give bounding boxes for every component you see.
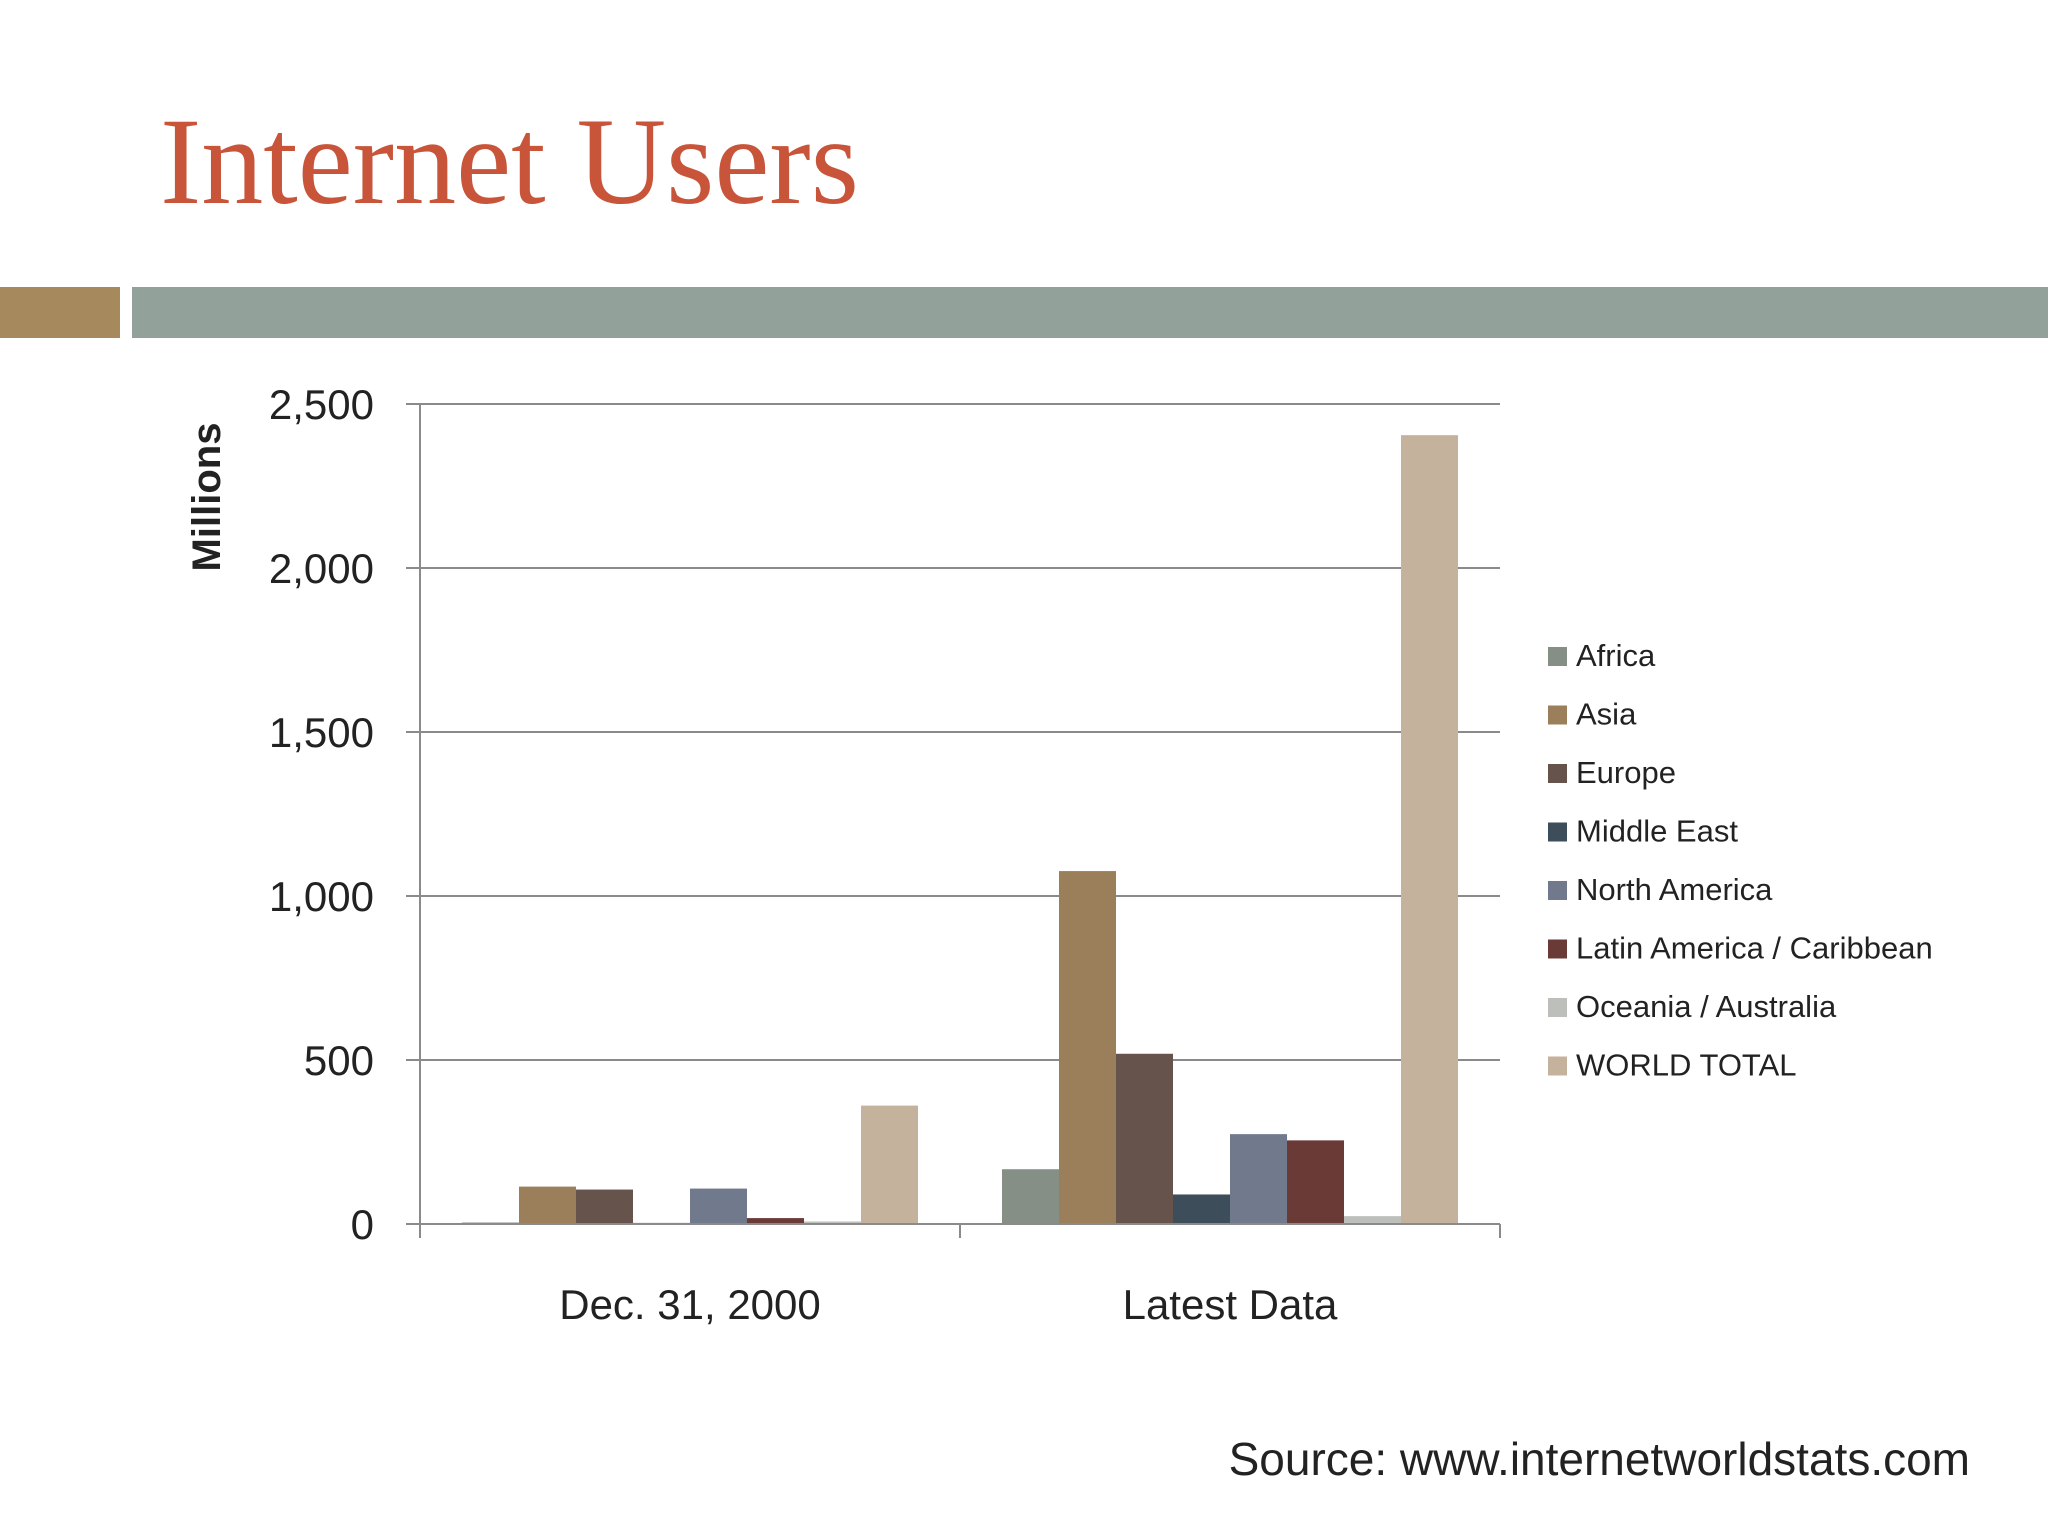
bar-latin-america-caribbean <box>747 1218 804 1224</box>
bar-africa <box>1002 1169 1059 1224</box>
bar-latin-america-caribbean <box>1287 1140 1344 1224</box>
bar-oceania-australia <box>804 1221 861 1224</box>
bar-oceania-australia <box>1344 1216 1401 1224</box>
accent-band-left <box>0 287 120 338</box>
slide-title: Internet Users <box>160 93 859 230</box>
bars <box>462 435 1458 1224</box>
legend-label: Oceania / Australia <box>1576 989 1837 1024</box>
bar-middle-east <box>1173 1194 1230 1224</box>
legend-label: Africa <box>1576 638 1656 673</box>
legend-swatch <box>1548 998 1567 1017</box>
legend-label: WORLD TOTAL <box>1576 1048 1796 1083</box>
source-note: Source: www.internetworldstats.com <box>1228 1433 1970 1485</box>
bar-asia <box>519 1186 576 1224</box>
y-tick-label: 2,500 <box>269 381 374 428</box>
y-tick-label: 2,000 <box>269 545 374 592</box>
legend-swatch <box>1548 822 1567 842</box>
legend-swatch <box>1548 764 1567 783</box>
y-tick-label: 1,000 <box>269 873 374 920</box>
legend-label: Europe <box>1576 755 1676 790</box>
x-category-label: Latest Data <box>1123 1281 1338 1328</box>
axes: 0 500 1,000 1,500 2,000 2,500 Dec. 31, 2000 Lat… <box>269 381 1501 1328</box>
legend-label: North America <box>1576 872 1773 907</box>
bar-world-total <box>1401 435 1458 1224</box>
y-tick-label: 0 <box>351 1201 374 1248</box>
legend: Africa Asia Europe Middle East North America… <box>1548 638 1933 1083</box>
bar-world-total <box>861 1105 918 1224</box>
y-axis-label: Millions <box>185 423 229 572</box>
legend-label: Middle East <box>1576 814 1738 849</box>
bar-europe <box>1116 1053 1173 1224</box>
legend-label: Latin America / Caribbean <box>1576 931 1933 966</box>
y-tick-label: 1,500 <box>269 709 374 756</box>
bar-north-america <box>1230 1134 1287 1224</box>
x-category-label: Dec. 31, 2000 <box>559 1281 821 1328</box>
y-tick-label: 500 <box>304 1037 374 1084</box>
bar-north-america <box>690 1188 747 1224</box>
legend-swatch <box>1548 881 1567 900</box>
legend-label: Asia <box>1576 697 1637 732</box>
legend-swatch <box>1548 705 1567 725</box>
accent-band-right <box>132 287 2048 338</box>
legend-swatch <box>1548 1056 1567 1076</box>
bar-asia <box>1059 871 1116 1224</box>
gridlines <box>420 403 1500 1061</box>
legend-swatch <box>1548 939 1567 959</box>
bar-europe <box>576 1189 633 1224</box>
legend-swatch <box>1548 647 1567 666</box>
